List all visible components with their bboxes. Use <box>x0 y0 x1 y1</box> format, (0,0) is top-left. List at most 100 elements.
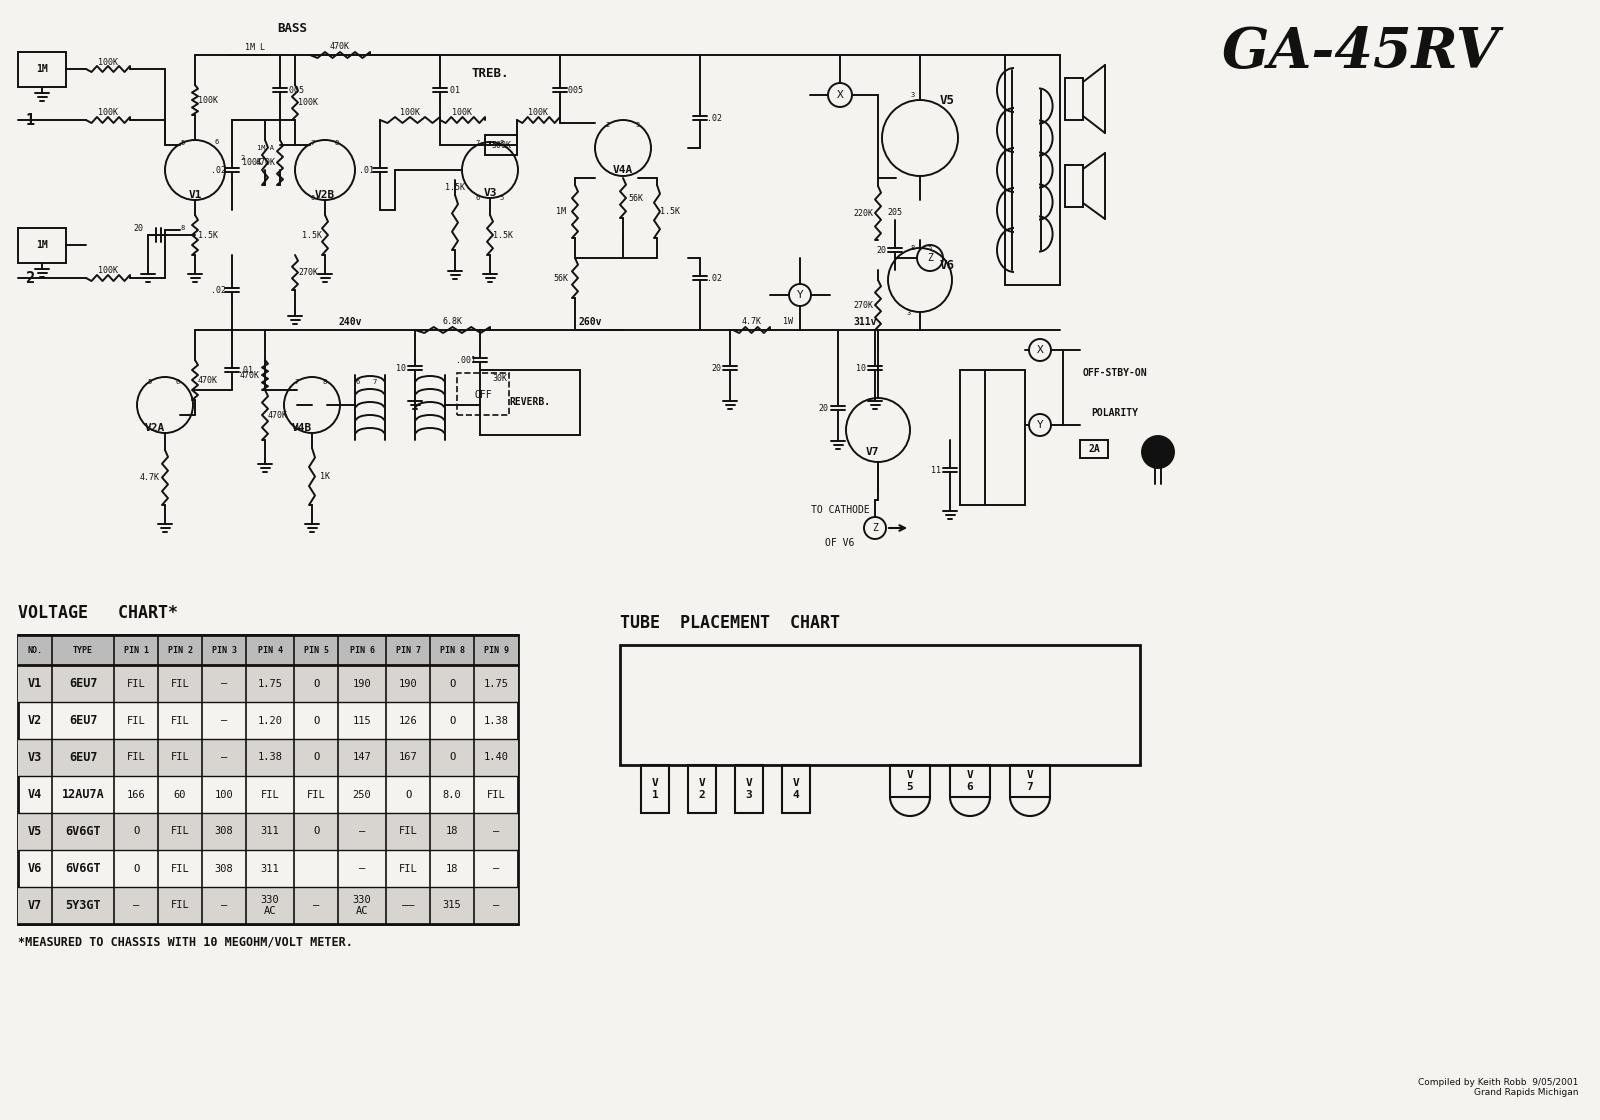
Text: TO CATHODE: TO CATHODE <box>811 505 869 515</box>
Text: 1.5K: 1.5K <box>445 183 466 192</box>
Text: Y: Y <box>797 290 803 300</box>
Text: 308: 308 <box>214 864 234 874</box>
Text: PIN 1: PIN 1 <box>123 645 149 654</box>
Text: O: O <box>314 827 318 837</box>
Text: V3: V3 <box>483 188 496 198</box>
Text: .01: .01 <box>237 365 253 374</box>
Text: .02: .02 <box>707 273 722 282</box>
Text: ——: —— <box>402 900 414 911</box>
Text: V3: V3 <box>27 752 42 764</box>
Bar <box>1066 78 1083 120</box>
Text: 5: 5 <box>928 245 933 251</box>
Bar <box>642 765 669 813</box>
Text: FIL: FIL <box>171 716 189 726</box>
Text: V4B: V4B <box>291 423 312 433</box>
Text: FIL: FIL <box>126 716 146 726</box>
Text: 4.7K: 4.7K <box>141 473 160 482</box>
Text: V2: V2 <box>27 715 42 727</box>
Text: 6: 6 <box>475 195 480 200</box>
Text: 1W: 1W <box>782 317 794 326</box>
Text: 250: 250 <box>352 790 371 800</box>
Bar <box>18 813 518 850</box>
Text: 7: 7 <box>310 140 315 146</box>
Bar <box>950 765 990 797</box>
Text: 6: 6 <box>176 379 181 385</box>
Text: V
5: V 5 <box>907 771 914 792</box>
Text: 8.0: 8.0 <box>443 790 461 800</box>
Text: 311v: 311v <box>853 317 877 327</box>
Text: POLARITY: POLARITY <box>1091 408 1139 418</box>
Text: 330
AC: 330 AC <box>352 895 371 916</box>
Text: 2A: 2A <box>1088 444 1099 454</box>
Bar <box>18 665 518 702</box>
Text: 1.5K: 1.5K <box>198 231 218 240</box>
Text: —: — <box>493 864 499 874</box>
Text: PIN 4: PIN 4 <box>258 645 283 654</box>
Bar <box>18 228 66 263</box>
Bar <box>960 370 1026 505</box>
Text: 1.38: 1.38 <box>258 753 283 763</box>
Text: 470K: 470K <box>256 158 277 167</box>
Bar <box>485 136 517 155</box>
Text: V1: V1 <box>189 190 202 200</box>
Bar <box>1066 165 1083 207</box>
Text: 5: 5 <box>181 140 186 146</box>
Text: TREB.: TREB. <box>472 66 509 80</box>
Text: Z: Z <box>926 253 933 263</box>
Text: 30K: 30K <box>493 373 507 383</box>
Text: 7: 7 <box>294 379 299 385</box>
Text: 56K: 56K <box>554 273 568 282</box>
Text: 3: 3 <box>910 92 915 99</box>
Text: 1M: 1M <box>557 206 566 215</box>
Text: 8: 8 <box>910 245 915 251</box>
Text: V
1: V 1 <box>651 778 658 800</box>
Text: FIL: FIL <box>261 790 280 800</box>
Text: V1: V1 <box>27 676 42 690</box>
Text: .01: .01 <box>445 85 459 94</box>
Text: V5: V5 <box>27 825 42 838</box>
Text: 4.7K: 4.7K <box>742 317 762 326</box>
Bar <box>18 52 66 87</box>
Text: FIL: FIL <box>171 864 189 874</box>
Text: PIN 2: PIN 2 <box>168 645 192 654</box>
Text: O: O <box>314 679 318 689</box>
Text: 5: 5 <box>147 379 152 385</box>
Text: FIL: FIL <box>171 753 189 763</box>
Text: PIN 5: PIN 5 <box>304 645 328 654</box>
Text: 1M A: 1M A <box>256 144 274 151</box>
Text: 1: 1 <box>26 112 35 128</box>
Text: 308: 308 <box>214 827 234 837</box>
Text: VOLTAGE   CHART*: VOLTAGE CHART* <box>18 604 178 622</box>
Text: TUBE  PLACEMENT  CHART: TUBE PLACEMENT CHART <box>621 614 840 632</box>
Text: 1M: 1M <box>37 240 48 250</box>
Text: V4A: V4A <box>613 165 634 175</box>
Text: 100: 100 <box>214 790 234 800</box>
Text: —: — <box>493 900 499 911</box>
Text: 6: 6 <box>214 139 219 144</box>
Text: Y: Y <box>1037 420 1043 430</box>
Text: 470K: 470K <box>240 371 261 380</box>
Text: 270K: 270K <box>298 268 318 277</box>
Text: *MEASURED TO CHASSIS WITH 10 MEGOHM/VOLT METER.: *MEASURED TO CHASSIS WITH 10 MEGOHM/VOLT… <box>18 935 354 949</box>
Text: 100K: 100K <box>98 265 118 274</box>
Text: 1.75: 1.75 <box>483 679 509 689</box>
Text: —: — <box>221 753 227 763</box>
Text: O: O <box>450 716 454 726</box>
Text: 20: 20 <box>818 403 829 412</box>
Text: FIL: FIL <box>126 679 146 689</box>
Text: FIL: FIL <box>126 753 146 763</box>
Text: V4: V4 <box>27 788 42 801</box>
Text: PIN 8: PIN 8 <box>440 645 464 654</box>
Text: FIL: FIL <box>171 679 189 689</box>
Text: 10: 10 <box>856 364 866 373</box>
Text: 166: 166 <box>126 790 146 800</box>
Text: V
3: V 3 <box>746 778 752 800</box>
Text: V
6: V 6 <box>966 771 973 792</box>
Text: 126: 126 <box>398 716 418 726</box>
Text: 20: 20 <box>710 364 722 373</box>
Text: 470K: 470K <box>330 41 350 50</box>
Text: OFF-STBY-ON: OFF-STBY-ON <box>1083 368 1147 379</box>
Text: .005: .005 <box>285 85 304 94</box>
Text: 6V6GT: 6V6GT <box>66 862 101 875</box>
Text: 100K: 100K <box>298 97 318 106</box>
